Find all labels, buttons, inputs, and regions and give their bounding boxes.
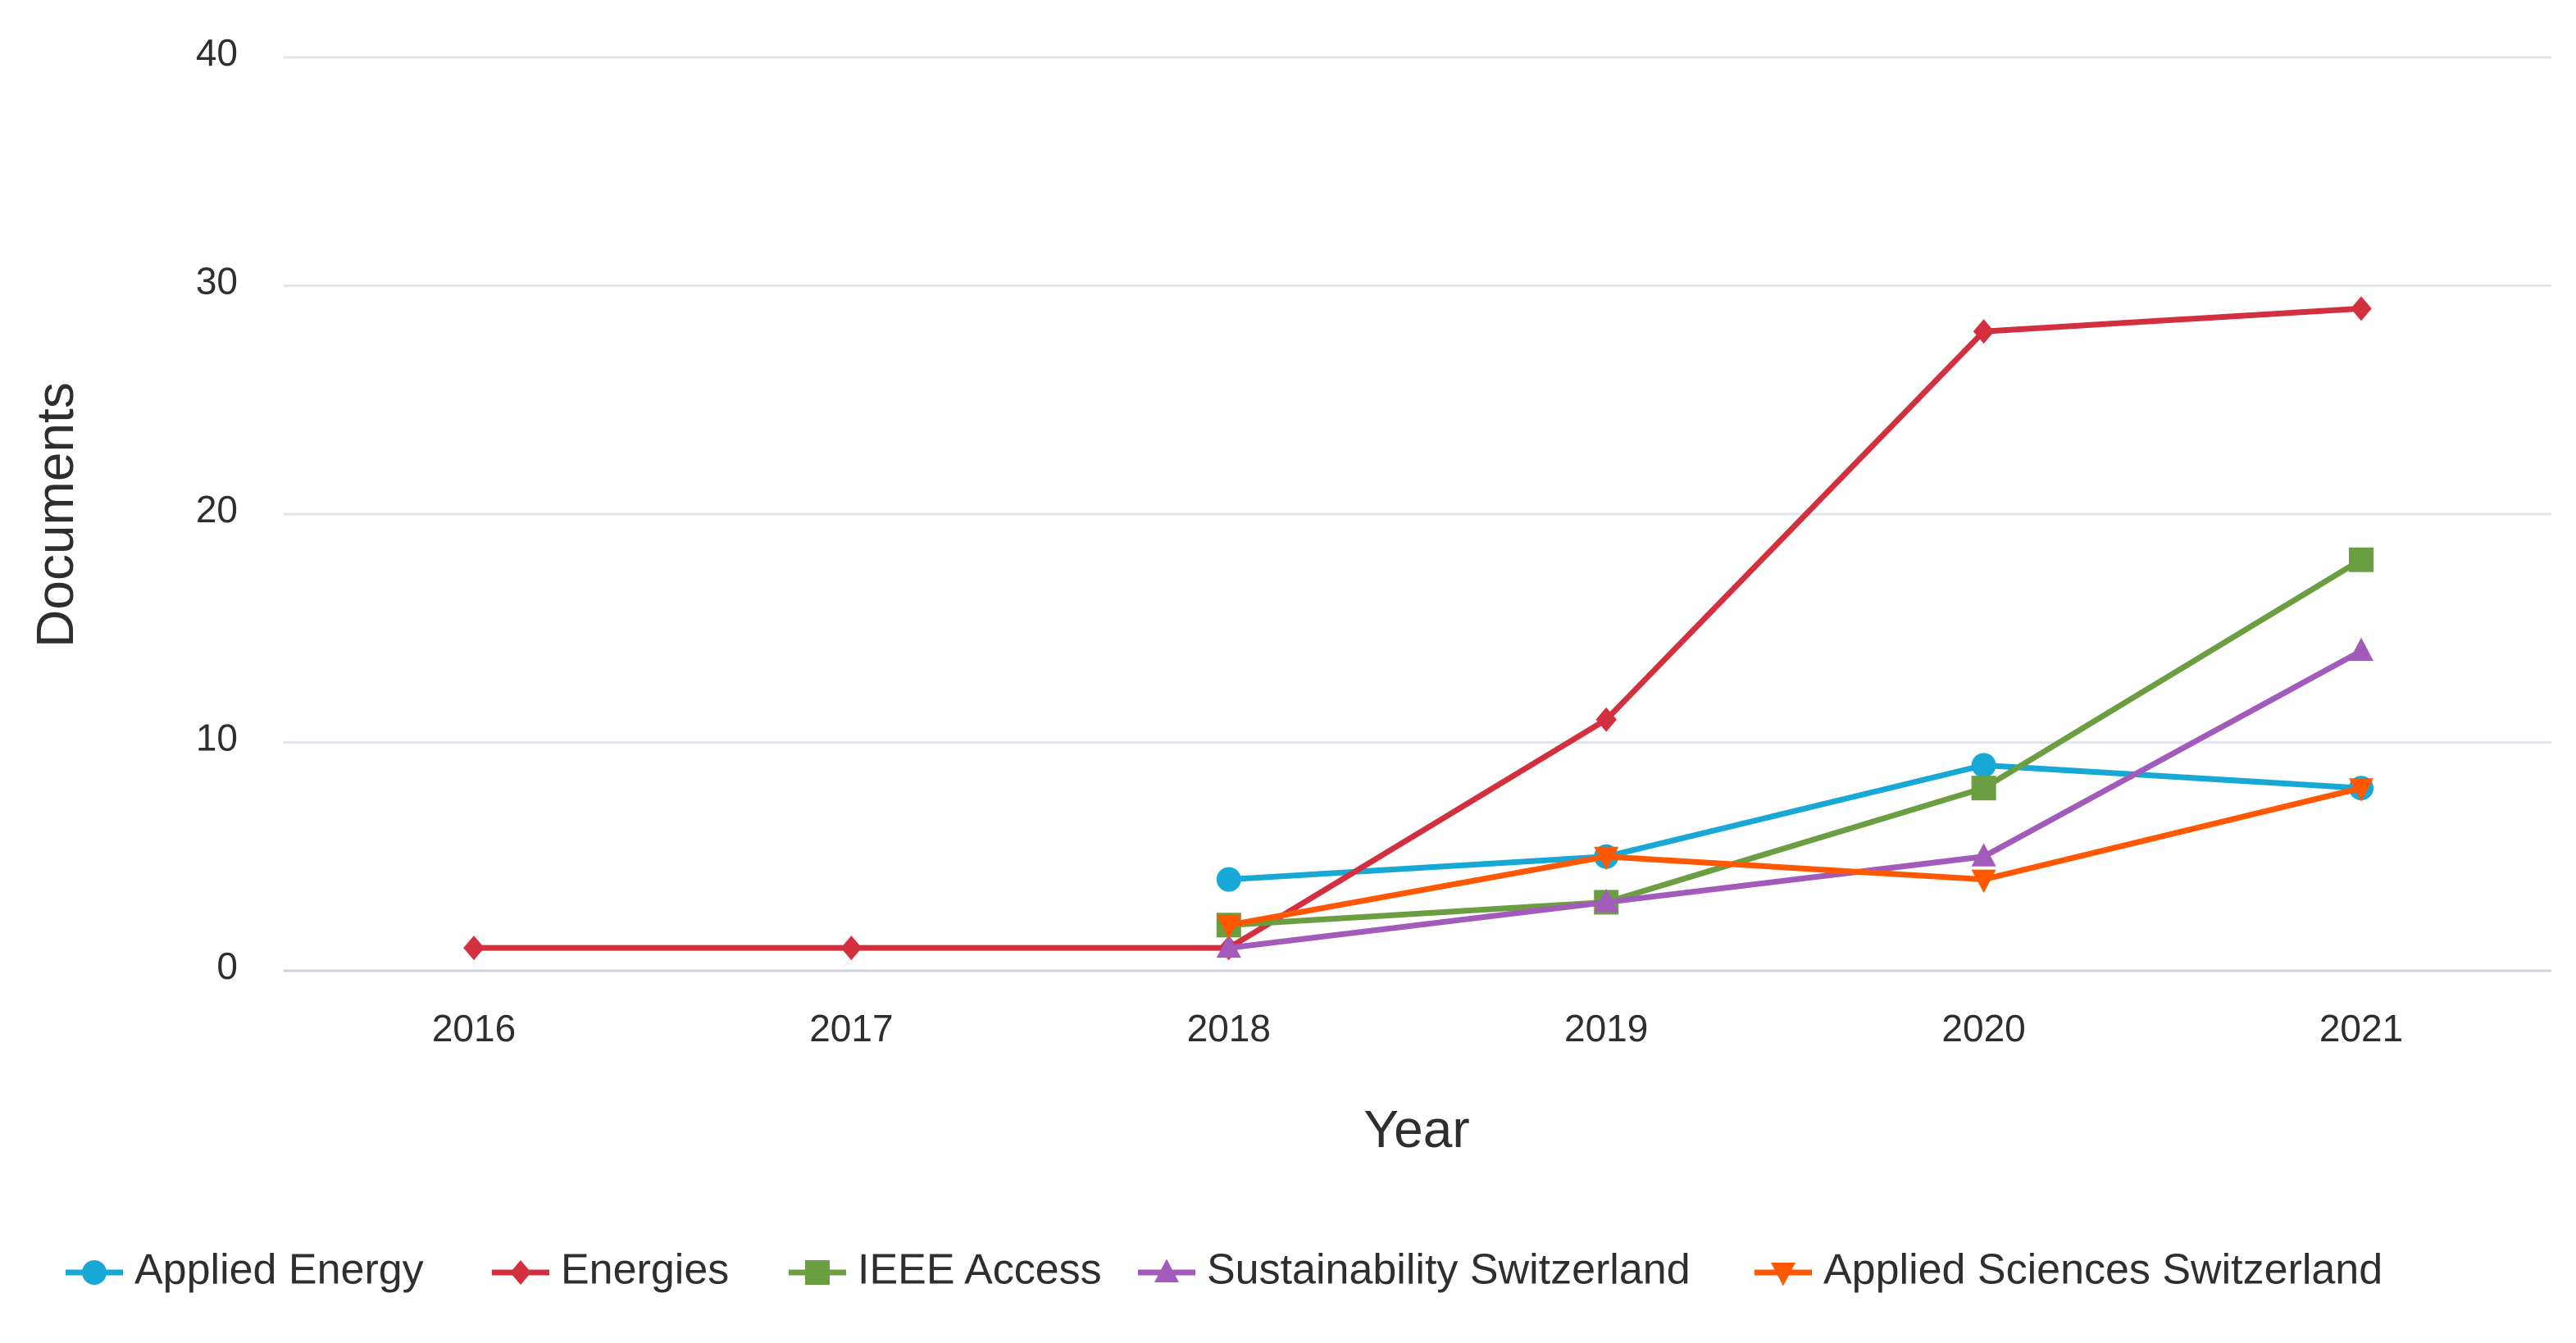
- x-tick-label: 2017: [809, 1007, 893, 1049]
- x-tick-label: 2020: [1941, 1007, 2025, 1049]
- line: [1228, 762, 2362, 883]
- legend-item: Energies: [492, 1246, 729, 1294]
- marker: [840, 936, 862, 961]
- y-axis-title: Documents: [25, 382, 84, 648]
- x-tick-label: 2019: [1564, 1007, 1648, 1049]
- marker: [1216, 915, 1241, 939]
- legend-item: Sustainability Switzerland: [1138, 1246, 1691, 1294]
- legend-item: IEEE Access: [789, 1246, 1102, 1294]
- legend-marker: [82, 1260, 107, 1285]
- y-tick-label: 30: [196, 260, 238, 303]
- y-tick-label: 0: [216, 945, 238, 987]
- line: [1228, 785, 2362, 928]
- marker: [2349, 778, 2373, 802]
- series: [1216, 753, 2373, 892]
- marker: [1971, 753, 1996, 778]
- marker: [1595, 707, 1617, 732]
- marker: [463, 936, 485, 961]
- marker: [1594, 846, 1619, 871]
- x-tick-label: 2021: [2319, 1007, 2403, 1049]
- legend-marker: [805, 1260, 830, 1285]
- y-tick-label: 20: [196, 488, 238, 530]
- legend-marker: [1154, 1259, 1179, 1282]
- x-tick-label: 2016: [432, 1007, 516, 1049]
- marker: [1594, 888, 1619, 913]
- marker: [1216, 934, 1241, 958]
- legend-label: Sustainability Switzerland: [1207, 1246, 1691, 1294]
- marker: [2349, 637, 2373, 662]
- legend-marker: [510, 1260, 531, 1285]
- legend-label: Applied Sciences Switzerland: [1823, 1246, 2383, 1294]
- x-axis-title: Year: [1363, 1099, 1469, 1159]
- series: [1216, 778, 2373, 939]
- line: [1228, 649, 2363, 951]
- x-tick-label: 2018: [1187, 1007, 1271, 1049]
- marker: [1216, 867, 1241, 892]
- line: [474, 305, 2362, 951]
- legend-item: Applied Energy: [66, 1246, 424, 1294]
- marker: [1973, 319, 1995, 344]
- legend-label: Applied Energy: [134, 1246, 424, 1294]
- marker: [2349, 547, 2373, 572]
- legend-marker: [1771, 1263, 1795, 1286]
- legend-item: Applied Sciences Switzerland: [1755, 1246, 2383, 1294]
- series: [1216, 637, 2373, 958]
- legend-label: IEEE Access: [858, 1246, 1102, 1294]
- line: [1228, 557, 2363, 928]
- marker: [1971, 776, 1996, 801]
- marker: [2351, 296, 2372, 321]
- y-tick-label: 10: [196, 717, 238, 759]
- marker: [1971, 843, 1996, 867]
- marker: [1971, 869, 1996, 894]
- legend-label: Energies: [561, 1246, 729, 1294]
- series: [463, 296, 2372, 961]
- y-tick-label: 40: [196, 31, 238, 74]
